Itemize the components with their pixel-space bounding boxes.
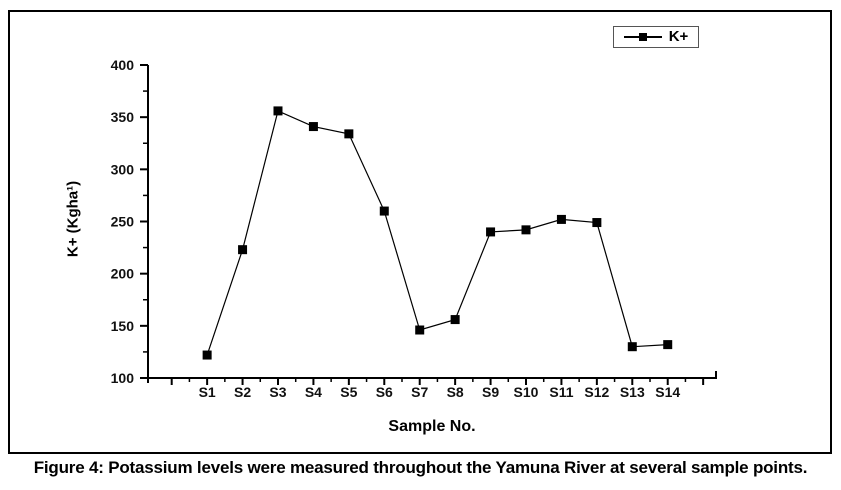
figure-caption: Figure 4: Potassium levels were measured…: [33, 458, 808, 477]
data-series-line: [206, 110, 668, 356]
y-tick-label: 200: [111, 266, 135, 282]
data-point-marker: [556, 214, 566, 224]
x-axis-line: [148, 371, 717, 379]
y-tick-label: 300: [111, 161, 135, 177]
legend-square-marker-icon: [638, 33, 647, 41]
data-point-marker: [308, 122, 318, 132]
y-tick-label: 250: [111, 214, 135, 230]
data-point-marker: [521, 225, 531, 235]
chart-frame: 100 150 200 250 300 350 400 S1 S2 S3 S4 S5 S6 S7 S8 S9 S…: [8, 10, 832, 454]
x-tick-label: S3: [269, 384, 286, 400]
x-tick-label: S5: [340, 384, 357, 400]
x-tick-label: S14: [655, 384, 680, 400]
y-tick-label: 150: [111, 318, 135, 334]
x-tick-label: S11: [549, 384, 573, 400]
data-point-marker: [273, 106, 283, 116]
x-tick-label: S4: [305, 384, 322, 400]
x-tick-label: S13: [620, 384, 645, 400]
legend: K+: [613, 26, 699, 48]
y-tick-label: 400: [111, 57, 135, 73]
x-tick-label: S1: [199, 384, 216, 400]
data-point-marker: [379, 206, 389, 216]
x-tick-label: S10: [514, 384, 539, 400]
x-tick-label: S12: [584, 384, 609, 400]
x-tick-label: S2: [234, 384, 251, 400]
x-tick-label: S7: [411, 384, 428, 400]
data-point-marker: [238, 245, 248, 255]
data-point-marker: [663, 340, 673, 350]
data-point-marker: [486, 227, 496, 237]
data-point-marker: [415, 325, 425, 335]
y-tick-label: 100: [111, 370, 135, 386]
data-point-marker: [627, 342, 637, 352]
legend-label: K+: [668, 28, 689, 45]
line-chart: 100 150 200 250 300 350 400 S1 S2 S3 S4 S5 S6 S7 S8 S9 S…: [111, 57, 717, 400]
data-point-marker: [592, 218, 602, 228]
x-axis-title: Sample No.: [388, 418, 476, 435]
x-tick-label: S9: [482, 384, 499, 400]
y-tick-label: 350: [111, 109, 135, 125]
y-axis-title: K+ (Kgha¹): [64, 180, 82, 258]
data-point-marker: [344, 129, 354, 139]
data-point-marker: [450, 315, 460, 325]
x-tick-label: S6: [376, 384, 393, 400]
data-point-marker: [202, 350, 212, 360]
x-tick-label: S8: [447, 384, 464, 400]
legend-line-marker-icon: [623, 32, 662, 42]
